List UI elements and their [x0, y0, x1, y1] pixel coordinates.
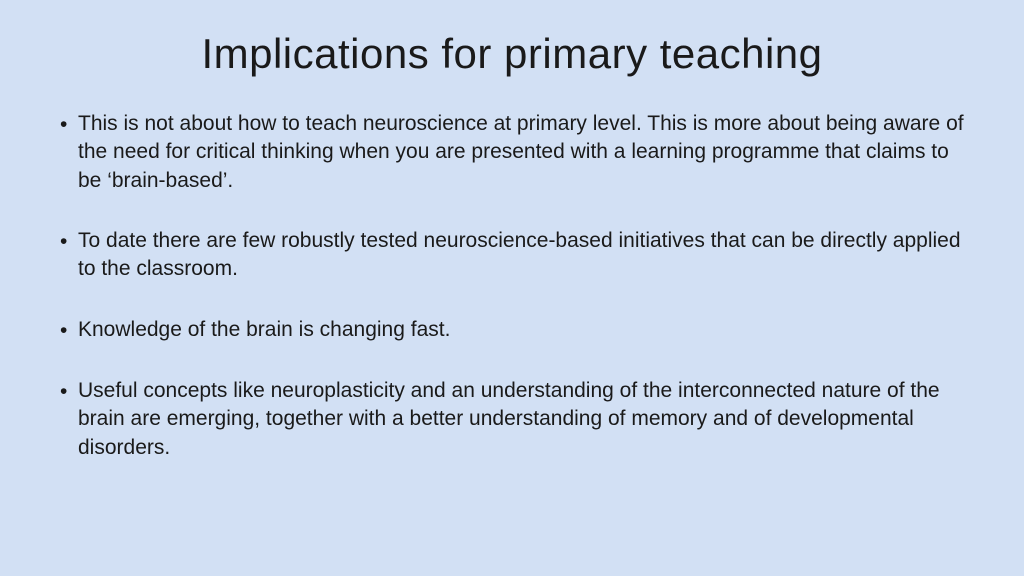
bullet-item: • Knowledge of the brain is changing fas… [60, 316, 974, 345]
bullet-marker-icon: • [60, 227, 78, 256]
bullet-item: • This is not about how to teach neurosc… [60, 110, 974, 195]
bullet-text: To date there are few robustly tested ne… [78, 227, 974, 284]
slide-content: • This is not about how to teach neurosc… [50, 110, 974, 462]
bullet-marker-icon: • [60, 316, 78, 345]
slide-title: Implications for primary teaching [50, 30, 974, 78]
slide: Implications for primary teaching • This… [0, 0, 1024, 576]
bullet-text: This is not about how to teach neuroscie… [78, 110, 974, 195]
bullet-text: Knowledge of the brain is changing fast. [78, 316, 974, 344]
bullet-text: Useful concepts like neuroplasticity and… [78, 377, 974, 462]
bullet-marker-icon: • [60, 110, 78, 139]
bullet-item: • To date there are few robustly tested … [60, 227, 974, 284]
bullet-item: • Useful concepts like neuroplasticity a… [60, 377, 974, 462]
bullet-marker-icon: • [60, 377, 78, 406]
